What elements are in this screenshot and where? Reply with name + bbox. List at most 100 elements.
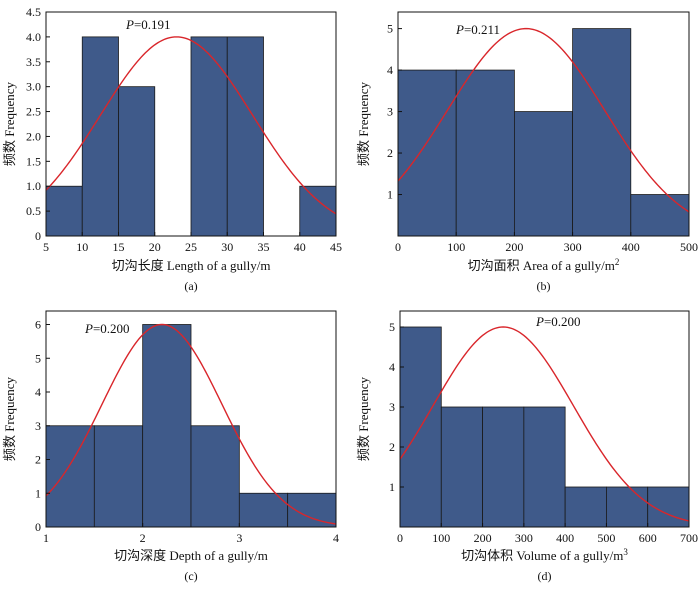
x-tick-label: 3 [236,531,242,545]
y-tick-label: 3 [389,400,395,414]
x-tick-label: 200 [474,531,492,545]
histogram-bar [455,69,515,237]
x-tick-label: 15 [113,240,125,254]
x-axis-label: 切沟深度 Depth of a gully/m [114,548,268,563]
chart-panel-4: 0 100 200 300 400 500 600 700 1 2 3 4 5 切沟体积 Volume o… [356,310,698,583]
y-tick-label: 3.0 [26,80,41,94]
y-tick-label: 2 [389,440,395,454]
y-tick-label: 6 [35,318,41,332]
histogram-bar [397,69,457,237]
x-tick-label: 20 [149,240,161,254]
normal-curve [399,326,690,522]
histogram-bar [81,36,119,237]
axes-frame [397,11,690,237]
y-tick-label: 1 [387,188,393,202]
y-tick-label: 4 [35,385,41,399]
histogram-bar [226,36,264,237]
y-tick-label: 4.5 [26,5,41,19]
chart-panel-2: 0 100 200 300 400 500 1 2 3 4 5 切沟面积 Area of a gull… [356,11,698,293]
p-value-annotation: P=0.200 [535,314,581,329]
y-tick-label: 1 [389,480,395,494]
histogram-bar [118,86,156,237]
x-tick-label: 700 [680,531,698,545]
histogram-bar [45,185,83,237]
histogram-bar [606,486,649,528]
x-tick-label: 45 [330,240,342,254]
histogram-bar [190,425,240,528]
histogram-bar [630,194,690,237]
x-tick-label: 300 [564,240,582,254]
y-tick-label: 0.5 [26,204,41,218]
y-tick-label: 1.5 [26,154,41,168]
histogram-bar [482,406,525,528]
normal-curve [45,323,337,525]
histogram-bar [440,406,483,528]
histogram-bar [514,111,574,237]
y-tick-label: 5 [389,320,395,334]
panel-caption: (a) [184,279,197,293]
y-axis-label: 频数 Frequency [356,81,371,166]
x-tick-label: 4 [333,531,339,545]
normal-curve [397,27,690,213]
x-tick-label: 500 [680,240,698,254]
y-tick-label: 2.5 [26,105,41,119]
y-tick-label: 3.5 [26,55,41,69]
y-tick-label: 5 [35,351,41,365]
x-tick-label: 0 [395,240,401,254]
y-tick-label: 5 [387,22,393,36]
panel-caption: (c) [184,569,197,583]
y-axis-label: 频数 Frequency [2,376,17,461]
x-tick-label: 25 [185,240,197,254]
histogram-bar [523,406,566,528]
x-tick-label: 100 [447,240,465,254]
y-tick-label: 0 [35,229,41,243]
x-tick-label: 10 [76,240,88,254]
x-tick-label: 2 [140,531,146,545]
histogram-bar [93,425,144,528]
x-tick-label: 500 [597,531,615,545]
x-tick-label: 1 [43,531,49,545]
y-tick-label: 2 [387,146,393,160]
p-value-annotation: P=0.200 [84,321,130,336]
histogram-bar [45,425,95,528]
chart-panel-1: 5 10 15 20 25 30 35 40 45 0 0.5 1.0 1.5 2.0 2.5 3.0 3.5 4… [2,5,342,293]
y-tick-label: 3 [35,419,41,433]
y-tick-label: 2.0 [26,129,41,143]
x-tick-label: 35 [258,240,270,254]
panel-caption: (b) [537,279,551,293]
histogram-bar [572,28,632,237]
x-tick-label: 300 [515,531,533,545]
x-tick-label: 600 [639,531,657,545]
y-tick-label: 1 [35,486,41,500]
histogram-bar [190,36,228,237]
histogram-bar [142,324,192,528]
p-value-annotation: P=0.191 [125,17,171,32]
p-value-annotation: P=0.211 [455,22,500,37]
y-tick-label: 1.0 [26,179,41,193]
x-axis-label: 切沟体积 Volume of a gully/m3 [461,547,628,563]
axes-frame [399,310,690,528]
y-axis-label: 频数 Frequency [356,376,371,461]
y-axis-label: 频数 Frequency [2,81,17,166]
histogram-bar [564,486,607,528]
y-tick-label: 4 [387,63,393,77]
normal-curve [45,36,337,215]
x-axis-label: 切沟面积 Area of a gully/m2 [468,257,620,273]
x-tick-label: 40 [294,240,306,254]
x-tick-label: 400 [622,240,640,254]
histogram-bar [299,185,337,237]
axes-frame [45,310,337,528]
y-tick-label: 4 [389,360,395,374]
x-tick-label: 5 [43,240,49,254]
y-tick-label: 4.0 [26,30,41,44]
panel-caption: (d) [538,569,552,583]
x-tick-label: 30 [221,240,233,254]
x-tick-label: 100 [432,531,450,545]
y-tick-label: 0 [35,520,41,534]
x-tick-label: 200 [505,240,523,254]
y-tick-label: 2 [35,453,41,467]
y-tick-label: 3 [387,105,393,119]
